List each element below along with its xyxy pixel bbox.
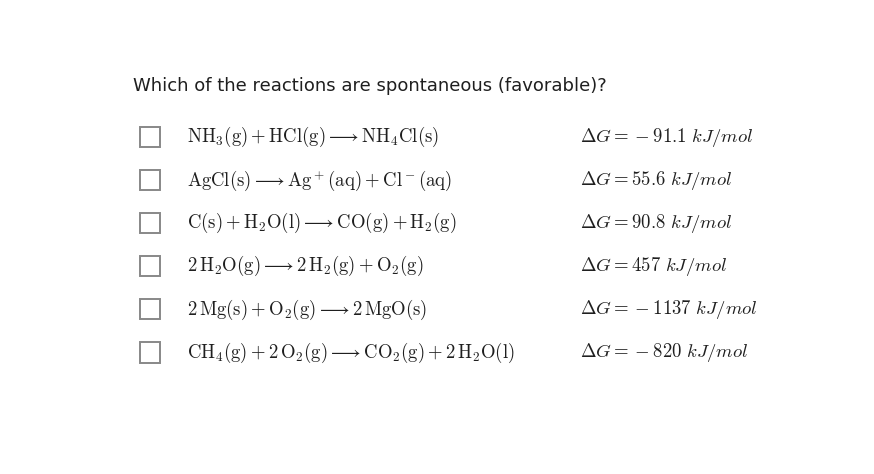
Text: $\mathrm{NH_3(g) + HCl(g) \longrightarrow NH_4Cl(s)}$: $\mathrm{NH_3(g) + HCl(g) \longrightarro…	[187, 125, 440, 149]
Text: $\mathrm{\Delta \it{G} = 55.6\ kJ/mol}$: $\mathrm{\Delta \it{G} = 55.6\ kJ/mol}$	[580, 169, 732, 192]
Text: $\mathrm{C(s) + H_2O(l) \longrightarrow CO(g) + H_2(g)}$: $\mathrm{C(s) + H_2O(l) \longrightarrow …	[187, 211, 457, 236]
Text: $\mathrm{\Delta \it{G} = -820\ kJ/mol}$: $\mathrm{\Delta \it{G} = -820\ kJ/mol}$	[580, 341, 748, 364]
Text: $\mathrm{2\,Mg(s) + O_2(g) \longrightarrow 2\,MgO(s)}$: $\mathrm{2\,Mg(s) + O_2(g) \longrightarr…	[187, 297, 427, 321]
Bar	[140, 127, 160, 147]
Text: $\mathrm{CH_4(g) + 2\,O_2(g) \longrightarrow CO_2(g) + 2\,H_2O(l)}$: $\mathrm{CH_4(g) + 2\,O_2(g) \longrighta…	[187, 340, 515, 365]
Bar	[140, 170, 160, 190]
Text: $\mathrm{\Delta \it{G} = -91.1\ kJ/mol}$: $\mathrm{\Delta \it{G} = -91.1\ kJ/mol}$	[580, 126, 753, 149]
Bar	[140, 300, 160, 319]
Text: Which of the reactions are spontaneous (favorable)?: Which of the reactions are spontaneous (…	[133, 77, 607, 95]
Bar	[140, 343, 160, 363]
Bar	[140, 256, 160, 276]
Text: $\mathrm{\Delta \it{G} = 90.8\ kJ/mol}$: $\mathrm{\Delta \it{G} = 90.8\ kJ/mol}$	[580, 212, 732, 235]
Bar	[140, 213, 160, 233]
Text: $\mathrm{\Delta \it{G} = -1137\ kJ/mol}$: $\mathrm{\Delta \it{G} = -1137\ kJ/mol}$	[580, 298, 758, 321]
Text: $\mathrm{AgCl(s) \longrightarrow Ag^+(aq) + Cl^-(aq)}$: $\mathrm{AgCl(s) \longrightarrow Ag^+(aq…	[187, 168, 452, 192]
Text: $\mathrm{\Delta \it{G} = 457\ kJ/mol}$: $\mathrm{\Delta \it{G} = 457\ kJ/mol}$	[580, 255, 727, 278]
Text: $\mathrm{2\,H_2O(g) \longrightarrow 2\,H_2(g) + O_2(g)}$: $\mathrm{2\,H_2O(g) \longrightarrow 2\,H…	[187, 254, 424, 278]
